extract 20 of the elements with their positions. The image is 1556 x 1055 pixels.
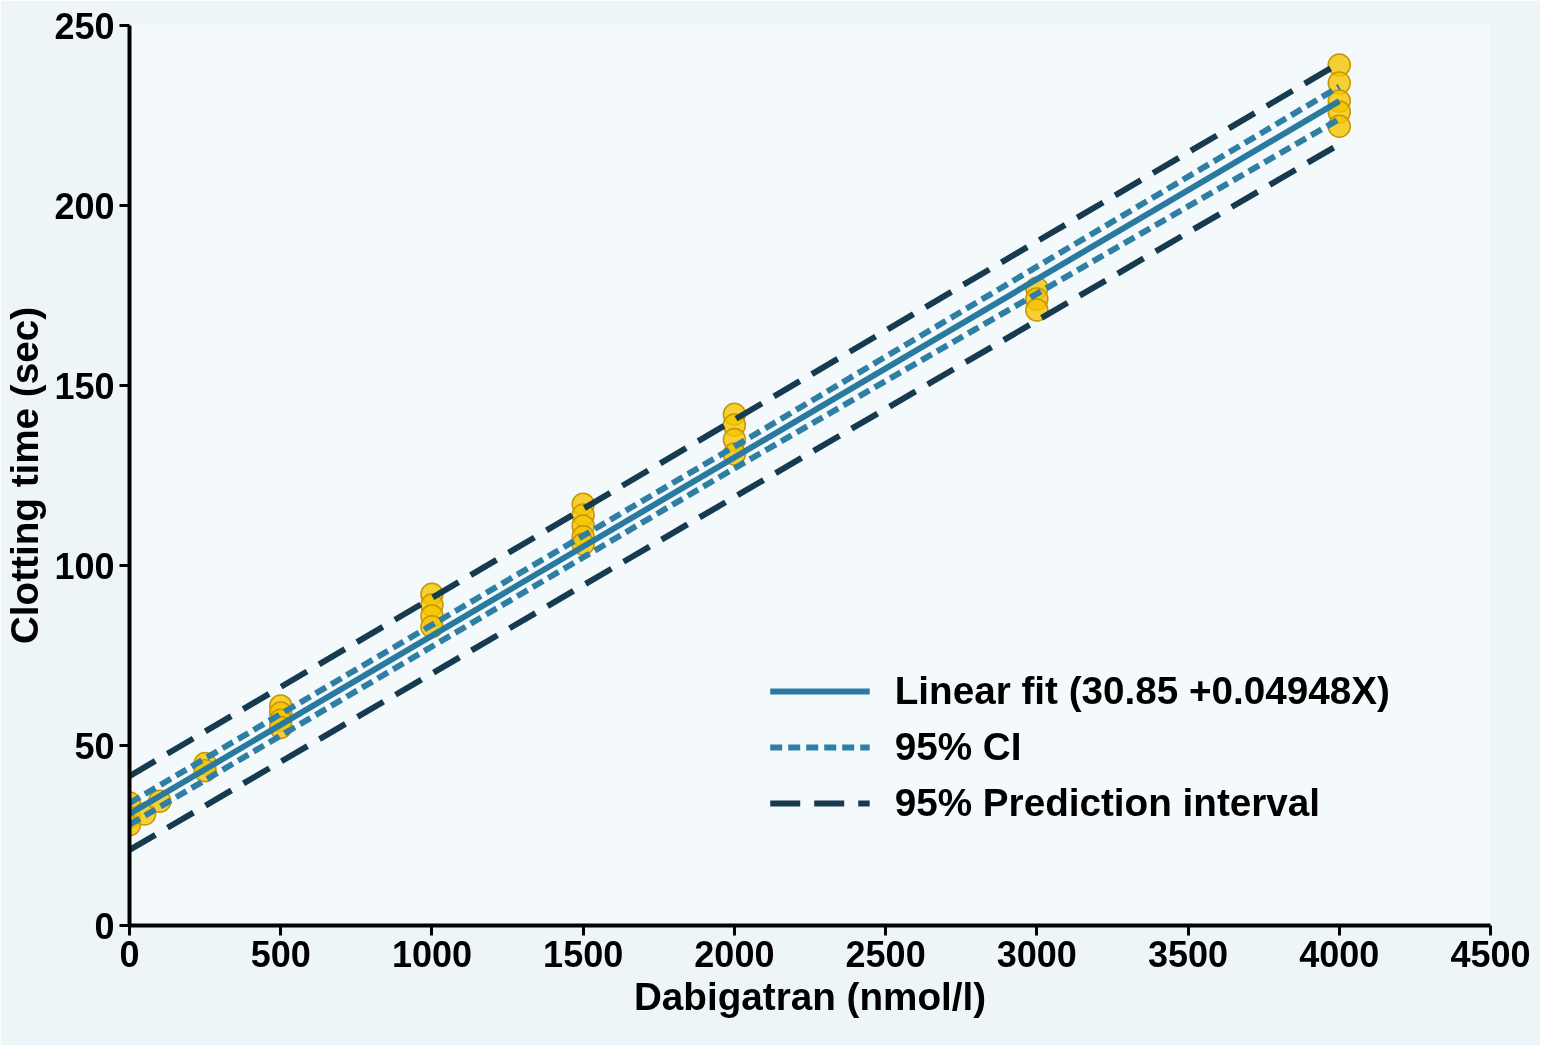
x-tick-label: 3000 (996, 933, 1077, 975)
x-axis-title: Dabigatran (nmol/l) (633, 974, 987, 1018)
y-tick-label: 200 (54, 185, 115, 227)
x-tick-label: 1000 (391, 933, 472, 975)
y-tick-label: 250 (54, 5, 115, 47)
x-tick-label: 500 (250, 933, 311, 975)
y-axis-title: Clotting time (sec) (3, 306, 47, 645)
legend-label: Linear fit (30.85 +0.04948X) (894, 669, 1390, 713)
x-tick-label: 2000 (694, 933, 775, 975)
y-tick-label: 100 (54, 545, 115, 587)
legend-label: 95% Prediction interval (894, 781, 1321, 825)
y-tick-label: 50 (74, 725, 115, 767)
x-tick-label: 4500 (1450, 933, 1531, 975)
x-tick-label: 4000 (1299, 933, 1380, 975)
y-tick-label: 150 (54, 365, 115, 407)
x-tick-label: 3500 (1148, 933, 1229, 975)
legend-label: 95% CI (894, 725, 1022, 769)
x-tick-label: 2500 (845, 933, 926, 975)
x-tick-label: 1500 (543, 933, 624, 975)
y-tick-label: 0 (94, 905, 115, 947)
